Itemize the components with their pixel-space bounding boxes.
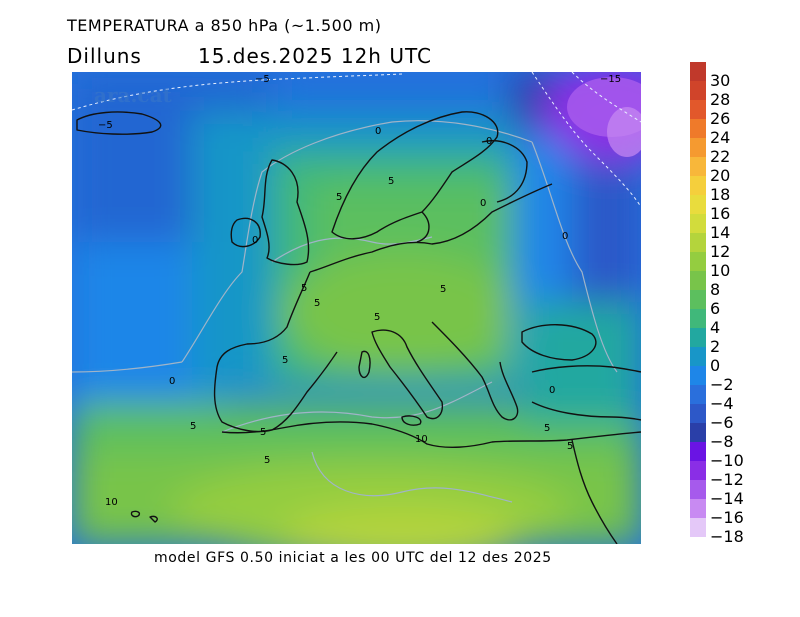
day-label: Dilluns [67, 44, 142, 68]
legend-swatch [690, 271, 706, 290]
contour-label: 5 [260, 427, 266, 438]
legend-label: −8 [710, 432, 734, 451]
legend-swatch [690, 480, 706, 499]
contour-label: −5 [255, 74, 270, 85]
legend-swatch [690, 176, 706, 195]
legend-label: 30 [710, 71, 731, 90]
legend-swatch [690, 385, 706, 404]
legend-swatch [690, 290, 706, 309]
legend-label: 28 [710, 90, 731, 109]
contour-label: 0 [486, 136, 492, 147]
legend-swatch [690, 347, 706, 366]
legend-label: −2 [710, 375, 734, 394]
legend-swatch [690, 252, 706, 271]
legend-swatch [690, 195, 706, 214]
legend-swatch [690, 100, 706, 119]
legend-swatch [690, 366, 706, 385]
legend-label: 24 [710, 128, 731, 147]
coastlines [76, 111, 641, 544]
legend-swatch [690, 404, 706, 423]
legend-swatch [690, 461, 706, 480]
legend-label: −16 [710, 508, 744, 527]
map-title: TEMPERATURA a 850 hPa (~1.500 m) [67, 16, 382, 35]
legend-swatch [690, 518, 706, 537]
contour-label: 5 [314, 298, 320, 309]
model-footer: model GFS 0.50 iniciat a les 00 UTC del … [154, 550, 552, 566]
legend-label: 12 [710, 242, 731, 261]
legend-label: 8 [710, 280, 721, 299]
contour-label: 5 [374, 312, 380, 323]
contour-label: 5 [282, 355, 288, 366]
contour-label: 0 [562, 231, 568, 242]
map-svg: ara.cat −5 −5 −15 0 0 5 5 0 0 5 5 5 5 5 … [72, 72, 641, 544]
contour-label: −5 [98, 120, 113, 131]
contour-label: 0 [375, 126, 381, 137]
legend-label: 26 [710, 109, 731, 128]
contour-label: 5 [264, 455, 270, 466]
legend-swatch [690, 157, 706, 176]
legend-swatch [690, 309, 706, 328]
contour-label: 5 [301, 283, 307, 294]
contour-label: 5 [190, 421, 196, 432]
contour-label: 5 [336, 192, 342, 203]
contour-label: 5 [567, 441, 573, 452]
color-legend [690, 62, 706, 537]
temperature-map: ara.cat −5 −5 −15 0 0 5 5 0 0 5 5 5 5 5 … [72, 72, 641, 544]
legend-label: 6 [710, 299, 721, 318]
legend-label: 20 [710, 166, 731, 185]
legend-label: −18 [710, 527, 744, 546]
legend-label: 0 [710, 356, 721, 375]
legend-swatch [690, 499, 706, 518]
contour-label: 0 [480, 198, 486, 209]
temperature-field [72, 72, 641, 544]
legend-swatch [690, 328, 706, 347]
datetime-label: 15.des.2025 12h UTC [198, 44, 432, 68]
legend-label: 22 [710, 147, 731, 166]
legend-label: −6 [710, 413, 734, 432]
contour-label: 0 [549, 385, 555, 396]
legend-swatch [690, 62, 706, 81]
contour-label: 5 [544, 423, 550, 434]
isotherm-negative [72, 72, 641, 208]
contour-label: 5 [440, 284, 446, 295]
watermark: ara.cat [94, 83, 173, 107]
contour-labels: −5 −5 −15 0 0 5 5 0 0 5 5 5 5 5 0 5 0 5 … [98, 74, 621, 508]
contour-label: 0 [252, 235, 258, 246]
legend-label: −4 [710, 394, 734, 413]
legend-label: −12 [710, 470, 744, 489]
legend-swatch [690, 233, 706, 252]
contour-label: 10 [105, 497, 118, 508]
legend-swatch [690, 138, 706, 157]
map-subtitle: Dilluns 15.des.2025 12h UTC [67, 44, 431, 68]
legend-label: −10 [710, 451, 744, 470]
legend-label: 18 [710, 185, 731, 204]
legend-label: 14 [710, 223, 731, 242]
legend-swatch [690, 423, 706, 442]
legend-swatch [690, 119, 706, 138]
contour-label: 0 [169, 376, 175, 387]
legend-label: 10 [710, 261, 731, 280]
contour-label: 10 [415, 434, 428, 445]
contour-label: 5 [388, 176, 394, 187]
contour-label: −15 [600, 74, 621, 85]
legend-swatch [690, 81, 706, 100]
isotherm-lines [72, 120, 618, 503]
legend-label: −14 [710, 489, 744, 508]
legend-swatch [690, 214, 706, 233]
legend-label: 4 [710, 318, 721, 337]
legend-label: 16 [710, 204, 731, 223]
legend-label: 2 [710, 337, 721, 356]
legend-swatch [690, 442, 706, 461]
